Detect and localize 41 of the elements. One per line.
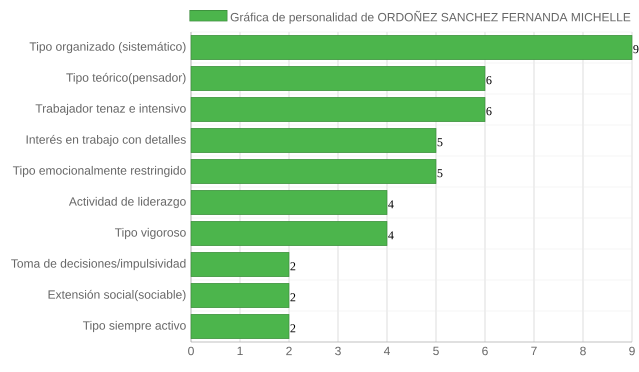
bar	[190, 314, 290, 339]
x-tick-label: 5	[433, 346, 439, 356]
y-tick-label: Tipo vigoroso	[114, 228, 186, 240]
bar	[190, 159, 436, 184]
x-tick-label: 6	[482, 346, 488, 356]
x-tick-label: 4	[384, 346, 390, 355]
data-label: 6	[486, 76, 492, 84]
x-tick-label: 1	[238, 346, 243, 355]
data-label: 4	[388, 231, 394, 240]
y-tick-label: Tipo emocionalmente restringido	[12, 166, 186, 178]
y-tick-label: Tipo siempre activo	[82, 320, 186, 332]
y-tick-label: Tipo teórico(pensador)	[66, 72, 186, 84]
data-label: 5	[438, 138, 442, 146]
y-tick-label: Tipo organizado (sistemático)	[30, 42, 186, 54]
y-tick-label: Toma de decisiones/impulsividad	[11, 258, 186, 270]
bar	[190, 252, 290, 277]
x-tick-label: 8	[580, 346, 586, 356]
y-tick-label: Trabajador tenaz e intensivo	[36, 104, 186, 116]
data-label: 2	[290, 293, 296, 302]
y-tick-label: Extensión social(sociable)	[48, 290, 186, 302]
x-tick-label: 0	[188, 346, 194, 356]
y-tick-label: Interés en trabajo con detalles	[26, 134, 186, 146]
bar	[190, 190, 388, 215]
x-tick-label: 3	[335, 346, 341, 356]
data-label: 2	[290, 324, 296, 332]
bar	[190, 35, 632, 60]
y-tick-label: Actividad de liderazgo	[68, 196, 186, 208]
bar	[190, 128, 436, 153]
data-label: 9	[633, 45, 638, 54]
bar	[190, 97, 486, 122]
bar	[190, 283, 290, 308]
bar	[190, 66, 486, 91]
bar	[190, 221, 388, 246]
data-label: 6	[486, 107, 492, 116]
x-tick-label: 9	[629, 346, 635, 356]
legend-label: Gráfica de personalidad de ORDOÑEZ SANCHEZ FERNANDA MICHELLE	[230, 10, 630, 24]
x-tick-label: 2	[286, 346, 292, 356]
data-label: 5	[438, 169, 442, 178]
x-tick-label: 7	[531, 346, 537, 355]
data-label: 2	[290, 262, 296, 270]
data-label: 4	[388, 200, 394, 208]
